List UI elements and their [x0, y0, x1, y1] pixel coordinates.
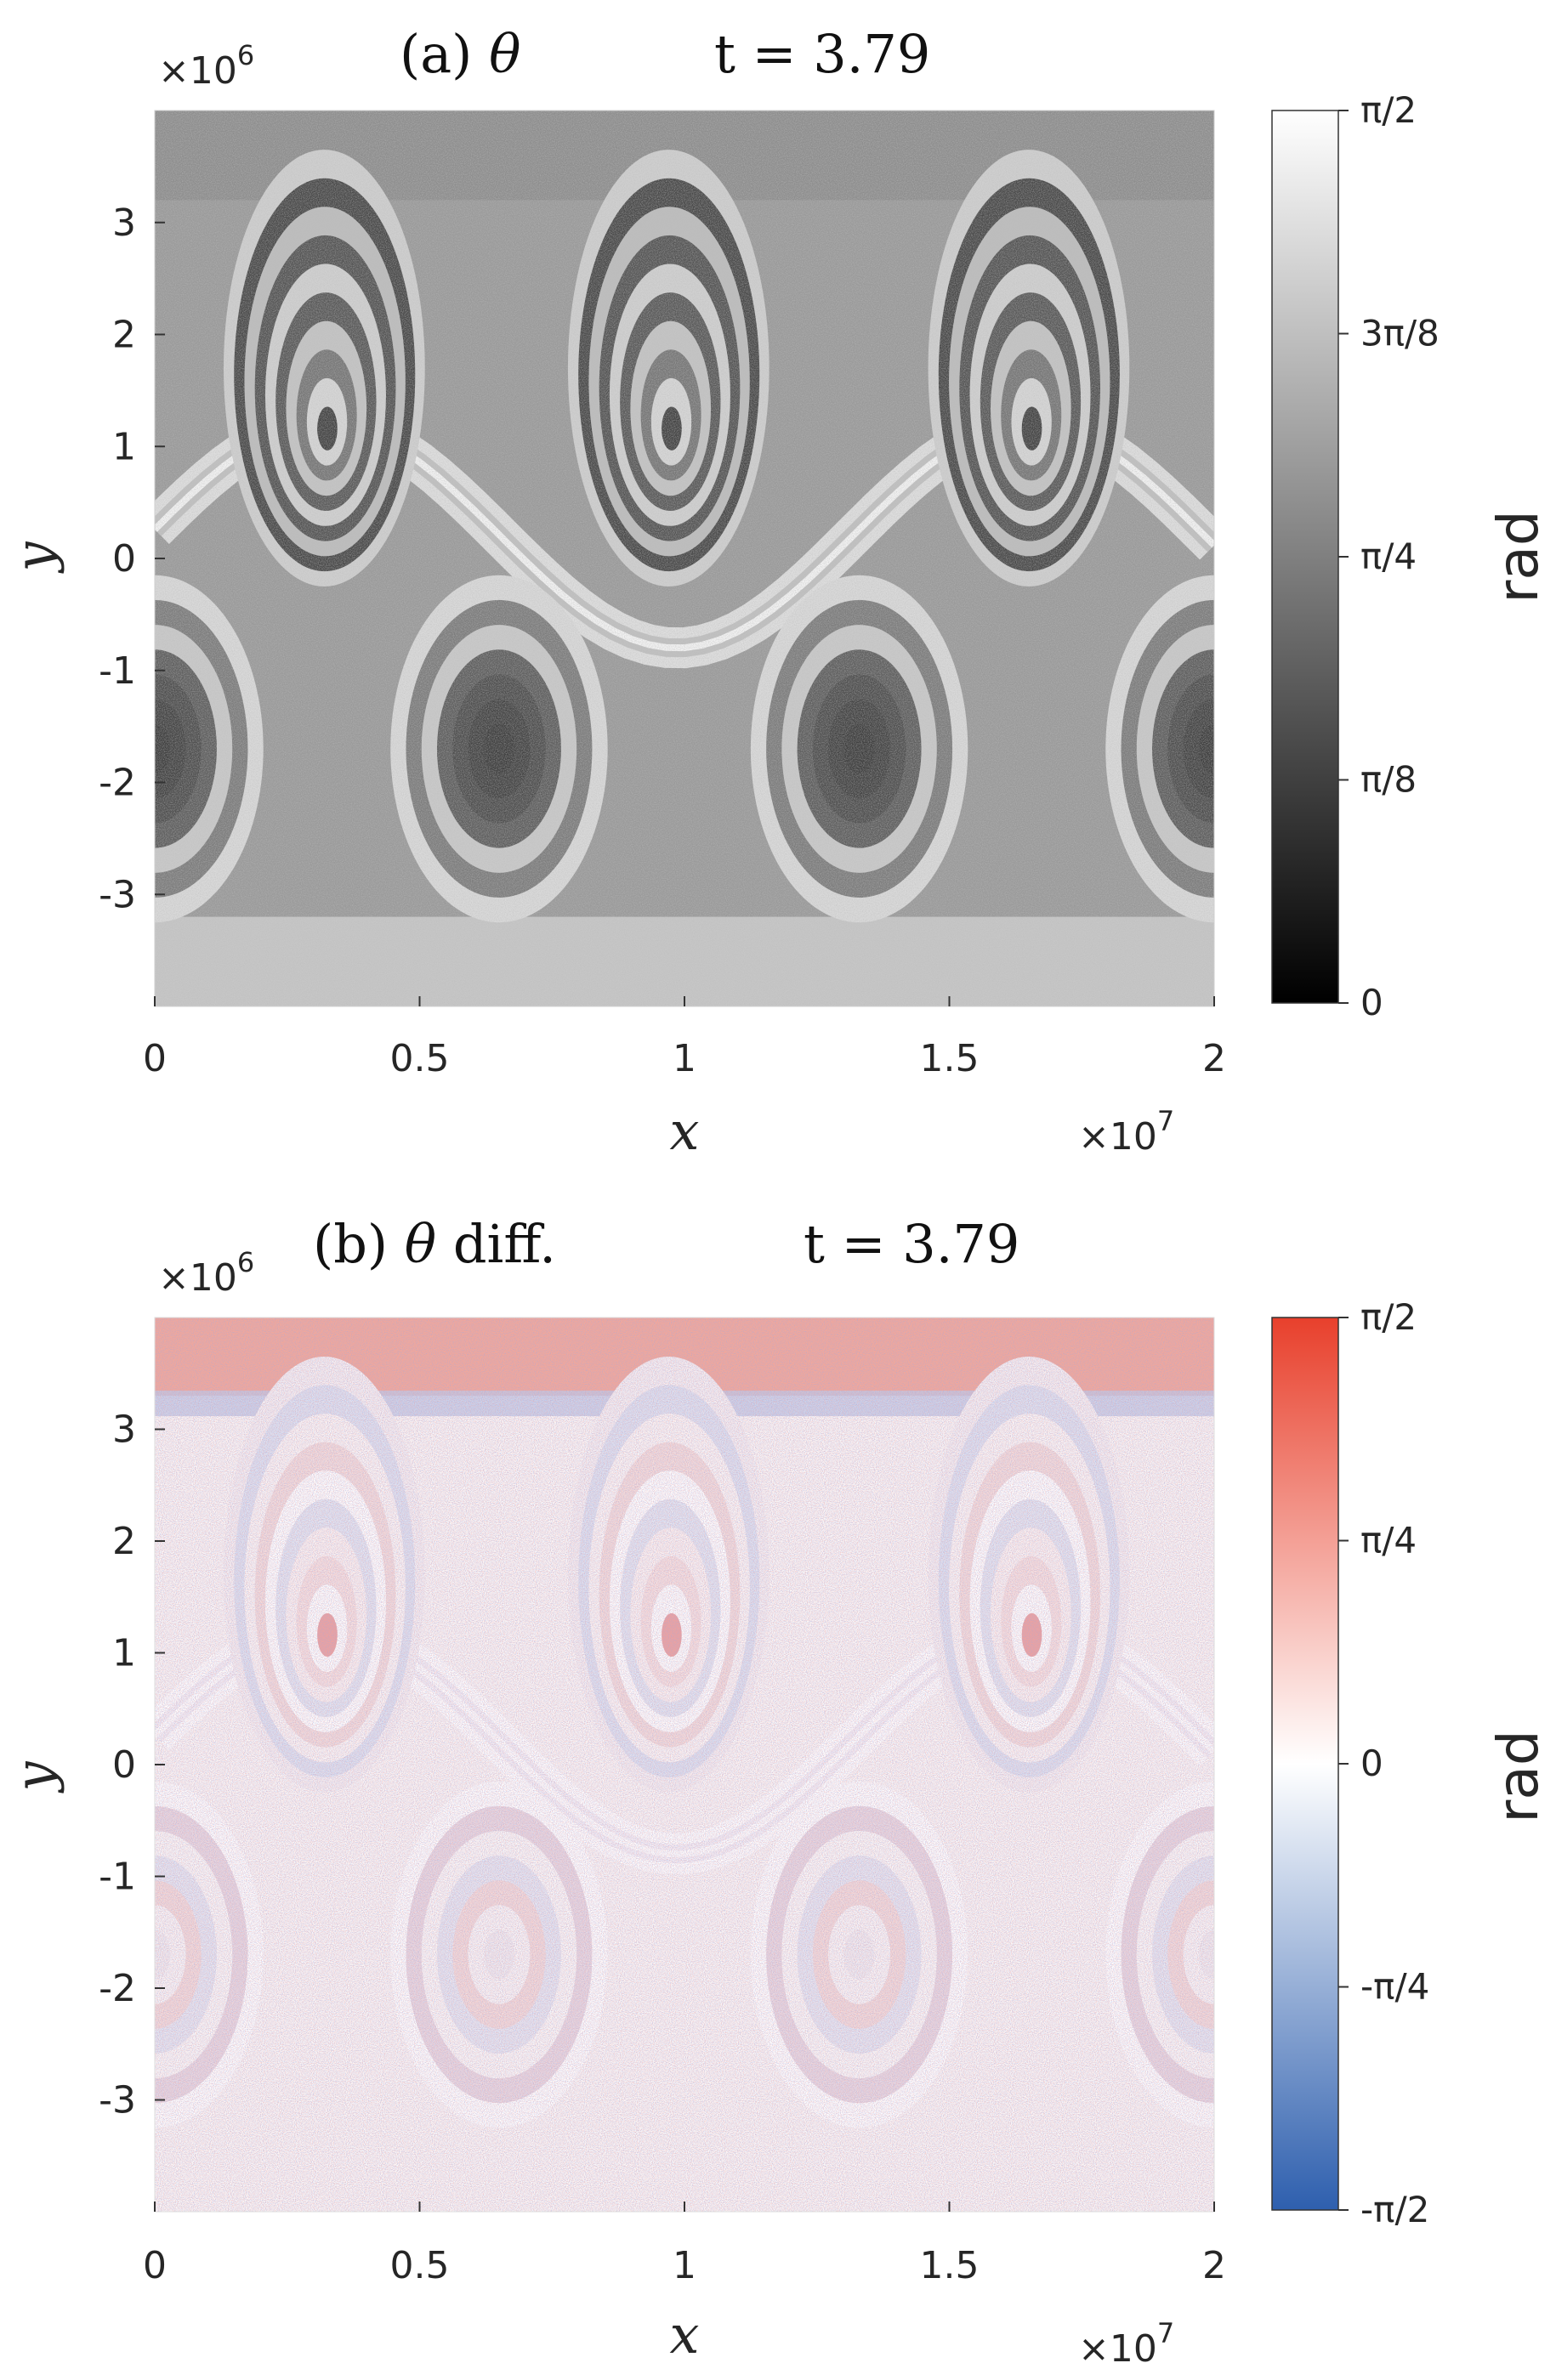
x-axis-label-b: x — [670, 2304, 700, 2366]
x-tick-label: 1.5 — [920, 2244, 980, 2287]
colorbar-tick-label: -π/4 — [1360, 1966, 1429, 2008]
colorbar-tick-label: π/4 — [1360, 536, 1417, 577]
panel-a: (a) θ t = 3.79 ×106 0 0.5 1 1.5 2 3 2 1 0 -1 -2 -3 … — [3, 23, 1551, 1162]
y-axis-label-b: y — [3, 1761, 65, 1794]
y-tick-label: 1 — [112, 1632, 136, 1675]
x-tick-label: 0 — [143, 1037, 167, 1080]
x-tick-label: 0.5 — [390, 2244, 450, 2287]
y-tick-label: 0 — [112, 1743, 136, 1787]
x-tick-label: 2 — [1202, 2244, 1226, 2287]
colorbar-b — [1271, 1317, 1339, 2211]
colorbar-tick-label: 0 — [1360, 1742, 1383, 1784]
chart-title-b: (b) θ diff. — [313, 1213, 556, 1275]
panel-b: (b) θ diff. t = 3.79 ×106 0 0.5 1 1.5 2 3 2 1 0 -… — [0, 1190, 1556, 2380]
colorbar-tick-label: 3π/8 — [1360, 313, 1440, 354]
colorbar-ticks-b: π/2 π/4 0 -π/4 -π/2 — [1338, 1296, 1429, 2230]
x-tick-label: 0.5 — [390, 1037, 450, 1080]
y-multiplier-a: ×106 — [158, 39, 254, 93]
y-tick-label: 2 — [112, 1520, 136, 1563]
x-tick-label: 2 — [1202, 1037, 1226, 1080]
y-axis-label-a: y — [3, 541, 65, 575]
ticks-b: 0 0.5 1 1.5 2 3 2 1 0 -1 -2 -3 — [99, 1408, 1226, 2288]
chart-a: (a) θ t = 3.79 ×106 0 0.5 1 1.5 23210-1-2-3 … — [3, 23, 1551, 1162]
colorbar-tick-label: π/2 — [1360, 1296, 1417, 1338]
colorbar-tick-label: 0 — [1360, 982, 1383, 1023]
y-tick-label: -1 — [99, 1856, 136, 1899]
y-tick-label: 2 — [112, 314, 136, 357]
noise-overlay-a — [155, 110, 1214, 1006]
y-tick-label: 0 — [112, 537, 136, 581]
colorbar-tick-label: π/8 — [1360, 759, 1417, 801]
x-tick-label: 1.5 — [920, 1037, 980, 1080]
x-tick-label: 1 — [673, 2244, 696, 2287]
colorbar-label-b: rad — [1485, 1730, 1551, 1822]
x-multiplier-a: ×107 — [1078, 1105, 1174, 1159]
colorbar-ticks-a: π/2 3π/8 π/4 π/8 0 — [1338, 89, 1440, 1023]
colorbar-a — [1271, 110, 1339, 1004]
ticks-a: 0 0.5 1 1.5 2 3 2 1 0 -1 -2 -3 — [99, 201, 1226, 1080]
x-tick-label: 0 — [143, 2244, 167, 2287]
y-tick-label: 3 — [112, 1408, 136, 1452]
plot-area-a — [155, 110, 1214, 1006]
noise-overlay-blue-b — [155, 1318, 1214, 2212]
plot-area-b — [155, 1318, 1214, 2212]
time-label-a: t = 3.79 — [714, 23, 930, 85]
colorbar-tick-label: π/4 — [1360, 1520, 1417, 1561]
colorbar-tick-label: -π/2 — [1360, 2189, 1429, 2230]
y-tick-label: -3 — [99, 873, 136, 916]
chart-title-a: (a) θ — [400, 23, 520, 85]
y-tick-label: 1 — [112, 425, 136, 468]
y-tick-label: -2 — [99, 762, 136, 805]
y-tick-label: -2 — [99, 1967, 136, 2010]
chart-b: (b) θ diff. t = 3.79 ×106 0 0.5 1 1.5 2 3 2 1 0 -… — [3, 1213, 1551, 2371]
y-tick-label: -3 — [99, 2079, 136, 2122]
y-tick-label: -1 — [99, 649, 136, 693]
x-axis-label-a: x — [670, 1100, 700, 1162]
x-multiplier-b: ×107 — [1078, 2317, 1174, 2371]
colorbar-label-a: rad — [1485, 510, 1551, 603]
time-label-b: t = 3.79 — [804, 1213, 1019, 1275]
y-tick-label: 3 — [112, 201, 136, 245]
colorbar-tick-label: π/2 — [1360, 89, 1417, 131]
y-multiplier-b: ×106 — [158, 1246, 254, 1300]
x-tick-label: 1 — [673, 1037, 696, 1080]
